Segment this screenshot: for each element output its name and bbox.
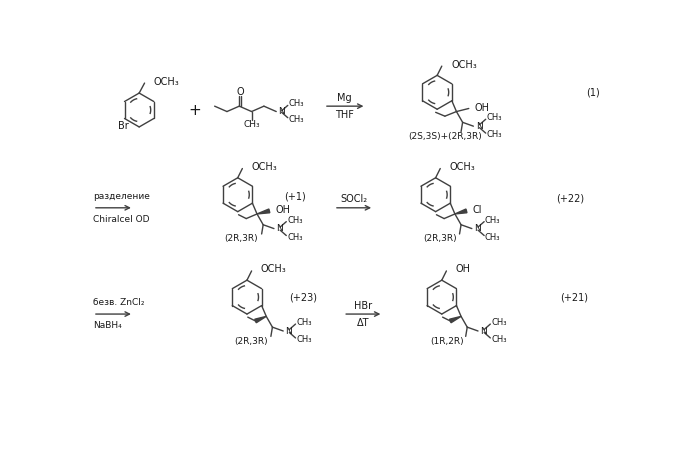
Text: CH₃: CH₃: [491, 318, 507, 327]
Text: CH₃: CH₃: [289, 100, 304, 109]
Polygon shape: [455, 209, 467, 214]
Text: O: O: [236, 87, 244, 97]
Text: CH₃: CH₃: [287, 216, 303, 225]
Text: +: +: [188, 102, 201, 118]
Text: OCH₃: OCH₃: [449, 162, 475, 172]
Text: CH₃: CH₃: [243, 120, 260, 129]
Text: (1R,2R): (1R,2R): [431, 337, 464, 346]
Text: Mg: Mg: [338, 93, 352, 103]
Text: SOCl₂: SOCl₂: [340, 194, 368, 204]
Text: Br: Br: [117, 121, 129, 131]
Text: разделение: разделение: [93, 192, 150, 201]
Polygon shape: [449, 316, 461, 323]
Text: OCH₃: OCH₃: [261, 264, 287, 274]
Text: N: N: [476, 122, 482, 131]
Text: N: N: [276, 224, 283, 233]
Text: CH₃: CH₃: [289, 115, 304, 124]
Text: OH: OH: [456, 264, 470, 274]
Text: OH: OH: [275, 205, 291, 215]
Text: ΔT: ΔT: [357, 318, 370, 328]
Polygon shape: [254, 316, 266, 323]
Text: (+1): (+1): [284, 191, 306, 201]
Text: (2R,3R): (2R,3R): [224, 234, 258, 243]
Text: N: N: [480, 327, 487, 336]
Text: CH₃: CH₃: [485, 216, 500, 225]
Text: CH₃: CH₃: [296, 318, 312, 327]
Text: Chiralcel OD: Chiralcel OD: [93, 215, 150, 224]
Text: OCH₃: OCH₃: [451, 60, 477, 70]
Text: CH₃: CH₃: [487, 130, 502, 139]
Text: OCH₃: OCH₃: [252, 162, 278, 172]
Polygon shape: [257, 209, 270, 214]
Text: OCH₃: OCH₃: [154, 76, 180, 87]
Text: THF: THF: [336, 109, 354, 119]
Text: Cl: Cl: [473, 205, 482, 215]
Text: CH₃: CH₃: [491, 335, 507, 344]
Text: CH₃: CH₃: [487, 113, 502, 122]
Text: (+21): (+21): [560, 292, 589, 302]
Text: (+22): (+22): [556, 193, 584, 203]
Text: (2R,3R): (2R,3R): [234, 337, 268, 346]
Text: CH₃: CH₃: [485, 233, 500, 242]
Text: NaBH₄: NaBH₄: [93, 321, 122, 330]
Text: OH: OH: [475, 103, 490, 113]
Text: N: N: [285, 327, 292, 336]
Text: (+23): (+23): [289, 292, 317, 302]
Text: N: N: [474, 224, 481, 233]
Text: безв. ZnCl₂: безв. ZnCl₂: [93, 298, 145, 307]
Text: (1): (1): [586, 87, 600, 97]
Text: CH₃: CH₃: [296, 335, 312, 344]
Text: HBr: HBr: [354, 301, 373, 310]
Text: (2S,3S)+(2R,3R): (2S,3S)+(2R,3R): [408, 132, 482, 141]
Text: CH₃: CH₃: [287, 233, 303, 242]
Text: (2R,3R): (2R,3R): [424, 234, 457, 243]
Text: N: N: [278, 107, 284, 116]
